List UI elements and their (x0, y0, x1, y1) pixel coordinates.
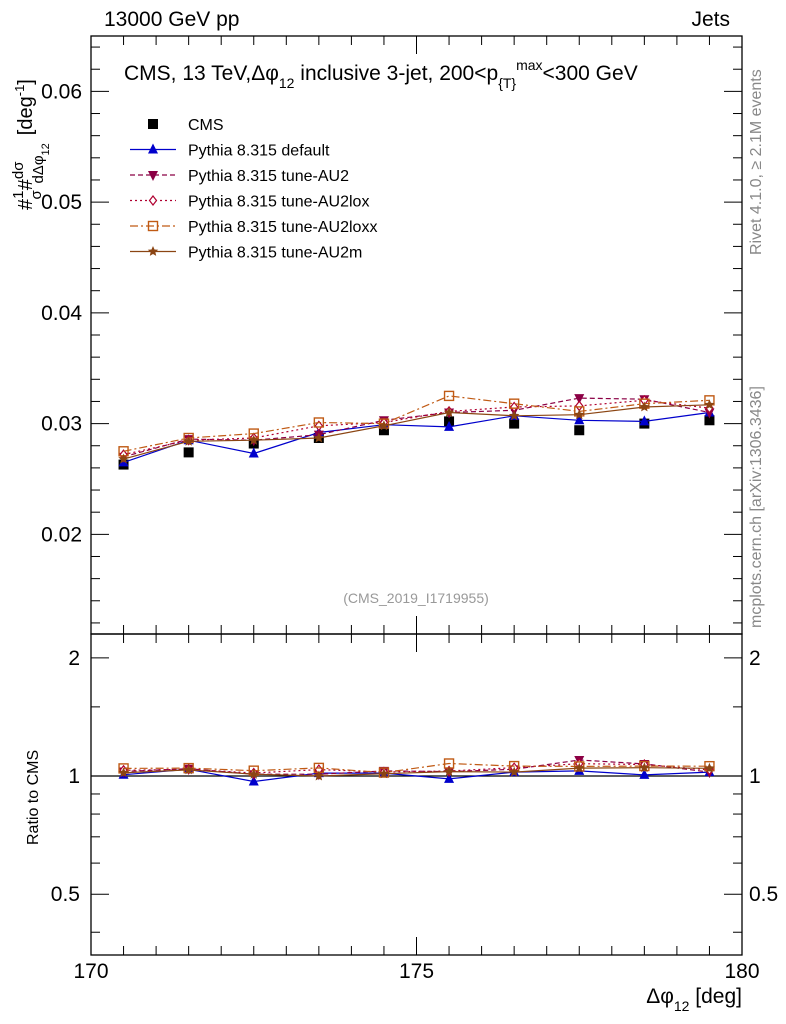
axes-layer: 170 175 180 0.02 0.03 0.04 0.05 0.06 0.5 1 2 0.5 1 2 (41, 36, 778, 983)
ratio-point (639, 768, 650, 779)
ratio-point (704, 762, 715, 773)
series-point (443, 407, 455, 417)
header-process-label: 13000 GeV pp (104, 8, 240, 31)
series-point (704, 399, 715, 410)
y-tick-label: 0.05 (41, 191, 82, 214)
analysis-id-label: (CMS_2019_I1719955) (343, 590, 489, 606)
ratio-point (248, 775, 259, 786)
series-point (314, 420, 324, 432)
series-point (378, 420, 390, 431)
legend-marker (148, 195, 158, 206)
y-tick-label: 0.02 (41, 523, 82, 546)
ratio-point (183, 762, 194, 774)
x-axis-label: Δφ12 [deg] (646, 985, 742, 1014)
ratio-y-tick-label: 0.5 (51, 883, 80, 906)
series-point (313, 432, 325, 443)
data-point-cms (183, 447, 194, 458)
legend-marker (147, 220, 159, 232)
y-tick-label: 0.04 (41, 302, 82, 325)
series-4 (118, 399, 715, 781)
ratio-point (248, 768, 259, 779)
legend-item: Pythia 8.315 tune-AU2m (130, 245, 362, 262)
ratio-point (444, 772, 455, 783)
ratio-y-tick-label: 1 (68, 765, 80, 788)
x-tick-label: 175 (399, 960, 434, 983)
ratio-point (508, 766, 520, 777)
data-point-cms (509, 418, 520, 429)
series-1 (118, 394, 715, 781)
ratio-point (639, 762, 650, 773)
ratio-plot-frame (90, 633, 743, 956)
series-point (248, 434, 259, 445)
legend-label: Pythia 8.315 tune-AU2m (188, 245, 362, 262)
legend-item: CMS (148, 117, 224, 134)
ratio-line (123, 762, 710, 774)
series-point (183, 435, 194, 446)
ratio-line (123, 768, 710, 783)
series-point (574, 414, 585, 425)
legend-marker (148, 171, 158, 181)
series-point (313, 417, 325, 428)
ratio-y-tick-label-right: 0.5 (749, 883, 778, 906)
series-point (118, 453, 129, 464)
ratio-point (183, 764, 194, 775)
ratio-point (118, 767, 129, 778)
ratio-y-tick-label: 2 (68, 647, 80, 670)
y-tick-label: 0.06 (41, 80, 82, 103)
ratio-y-tick-label-right: 2 (749, 647, 761, 670)
ratio-point (574, 762, 585, 773)
legend-item: Pythia 8.315 tune-AU2lox (130, 194, 369, 211)
y-axis-label: #1σ#dσ dΔφ12[deg-1] (10, 79, 52, 210)
ratio-y-axis-label: Ratio to CMS (25, 750, 42, 845)
x-tick-label: 180 (724, 960, 759, 983)
legend-item: Pythia 8.315 default (130, 143, 330, 160)
legend-label: Pythia 8.315 tune-AU2 (188, 168, 349, 185)
legend-label: Pythia 8.315 tune-AU2loxx (188, 219, 377, 236)
data-point-cms (704, 415, 715, 426)
legend-label: CMS (188, 117, 224, 134)
legend-item: Pythia 8.315 tune-AU2 (130, 168, 349, 185)
series-line (123, 411, 710, 463)
legend: CMS Pythia 8.315 default Pythia 8.315 tune… (130, 117, 377, 262)
data-point-cms (378, 425, 389, 436)
series-point (574, 409, 585, 420)
legend-marker (147, 246, 159, 256)
header-category-label: Jets (691, 8, 730, 31)
series-point (248, 447, 259, 458)
x-tick-label: 170 (73, 960, 108, 983)
ratio-point (313, 770, 325, 781)
ratio-line (123, 767, 710, 777)
chart-title: CMS, 13 TeV,Δφ12 inclusive 3-jet, 200<p{… (124, 57, 638, 91)
legend-item: Pythia 8.315 tune-AU2loxx (130, 219, 377, 236)
ratio-y-tick-label-right: 1 (749, 765, 761, 788)
series-point (574, 400, 584, 412)
series-point (444, 420, 455, 431)
legend-marker (148, 143, 158, 154)
series-point (508, 398, 520, 409)
ratio-point (378, 768, 390, 779)
series-point (508, 410, 520, 421)
legend-marker (148, 119, 158, 129)
series-2 (119, 394, 714, 779)
series-point (639, 401, 650, 412)
series-3 (118, 390, 715, 778)
legend-label: Pythia 8.315 tune-AU2lox (188, 194, 369, 211)
series-point (639, 415, 650, 426)
ratio-point (443, 766, 455, 776)
series-point (574, 394, 585, 405)
legend-label: Pythia 8.315 default (188, 143, 330, 160)
series-point (443, 390, 455, 402)
series-layer (118, 390, 715, 786)
series-line (123, 404, 710, 460)
series-line (123, 399, 710, 456)
series-line (123, 395, 710, 452)
data-point-cms (574, 425, 585, 436)
y-tick-label: 0.03 (41, 413, 82, 436)
